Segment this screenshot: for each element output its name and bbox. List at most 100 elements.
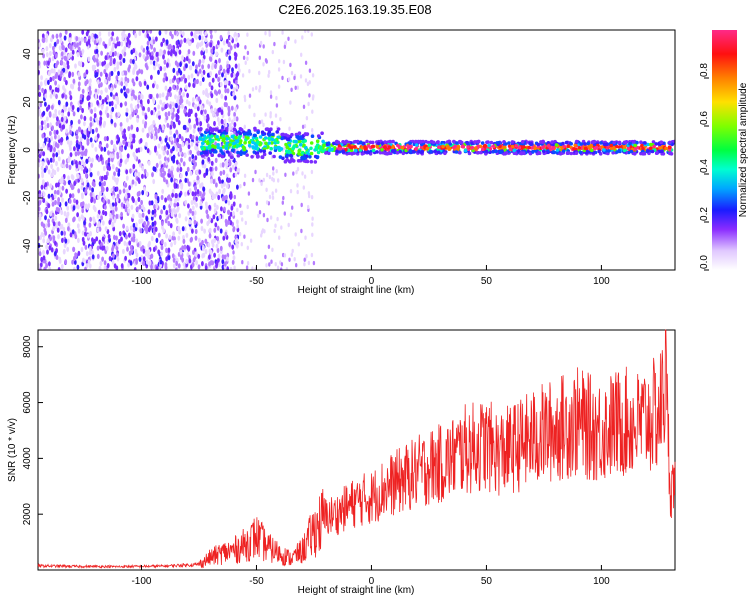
- noise-point: [143, 186, 146, 192]
- noise-point: [201, 159, 205, 165]
- noise-point: [63, 180, 67, 186]
- noise-point: [155, 162, 159, 168]
- noise-point: [161, 145, 165, 151]
- noise-point: [209, 71, 213, 77]
- noise-point: [49, 85, 52, 91]
- noise-point: [38, 42, 42, 48]
- noise-point: [217, 194, 221, 201]
- noise-point: [91, 187, 94, 193]
- noise-point: [172, 158, 176, 164]
- noise-point: [294, 232, 297, 237]
- noise-point: [77, 60, 81, 66]
- signal-point: [200, 154, 205, 158]
- noise-point: [132, 48, 136, 54]
- noise-point: [151, 128, 155, 134]
- noise-point: [60, 59, 63, 65]
- noise-point: [283, 44, 287, 49]
- noise-point: [102, 209, 105, 216]
- noise-point: [183, 65, 186, 72]
- noise-point: [249, 238, 253, 243]
- noise-point: [139, 146, 143, 152]
- noise-point: [163, 177, 166, 183]
- noise-point: [311, 216, 314, 221]
- noise-point: [132, 133, 136, 139]
- signal-point: [641, 146, 645, 151]
- signal-point: [262, 152, 267, 157]
- noise-point: [290, 252, 293, 257]
- signal-point: [217, 153, 222, 157]
- noise-point: [133, 154, 137, 160]
- noise-point: [100, 104, 104, 110]
- noise-point: [169, 124, 173, 130]
- noise-point: [192, 128, 196, 134]
- noise-point: [152, 39, 156, 45]
- noise-point: [215, 90, 219, 96]
- noise-point: [156, 195, 160, 202]
- noise-point: [187, 111, 191, 118]
- noise-point: [74, 233, 78, 240]
- noise-point: [154, 193, 158, 200]
- noise-point: [45, 46, 49, 52]
- signal-point: [349, 145, 354, 150]
- noise-point: [65, 188, 68, 194]
- signal-point: [291, 145, 296, 150]
- noise-point: [206, 123, 210, 129]
- noise-point: [234, 79, 238, 85]
- noise-point: [169, 78, 172, 84]
- noise-point: [311, 232, 314, 237]
- noise-point: [138, 30, 142, 36]
- signal-point: [327, 148, 332, 152]
- noise-point: [164, 85, 168, 91]
- noise-point: [243, 234, 246, 239]
- noise-point: [200, 218, 204, 224]
- signal-point: [370, 144, 375, 149]
- noise-point: [150, 264, 153, 270]
- noise-point: [68, 126, 72, 132]
- noise-point: [45, 223, 48, 229]
- noise-point: [116, 256, 120, 262]
- noise-point: [125, 111, 129, 117]
- noise-point: [192, 50, 196, 56]
- noise-point: [69, 95, 73, 101]
- noise-point: [160, 251, 163, 257]
- signal-point: [504, 151, 509, 155]
- noise-point: [235, 37, 238, 42]
- signal-point: [267, 133, 272, 137]
- noise-point: [118, 231, 122, 237]
- noise-point: [52, 45, 55, 51]
- signal-point: [269, 146, 274, 151]
- noise-point: [176, 167, 180, 173]
- noise-point: [38, 108, 41, 114]
- signal-point: [387, 145, 392, 149]
- noise-point: [158, 136, 162, 142]
- noise-point: [128, 40, 132, 46]
- noise-point: [106, 112, 110, 118]
- noise-point: [312, 94, 315, 99]
- noise-point: [231, 259, 235, 265]
- noise-point: [280, 225, 283, 230]
- noise-point: [171, 235, 175, 241]
- signal-point: [561, 141, 565, 146]
- noise-point: [182, 74, 186, 80]
- noise-point: [119, 122, 123, 128]
- signal-point: [466, 145, 470, 149]
- noise-point: [132, 237, 136, 243]
- noise-point: [167, 220, 171, 226]
- signal-point: [322, 143, 326, 148]
- noise-point: [287, 222, 290, 228]
- noise-point: [88, 157, 92, 163]
- signal-point: [200, 147, 205, 151]
- noise-point: [213, 208, 217, 214]
- noise-point: [96, 213, 100, 219]
- noise-point: [96, 100, 99, 106]
- signal-point: [281, 132, 286, 137]
- noise-point: [190, 31, 194, 37]
- signal-point: [363, 145, 367, 149]
- signal-point: [230, 148, 235, 153]
- noise-point: [204, 37, 208, 43]
- noise-point: [62, 62, 66, 68]
- noise-point: [216, 247, 220, 253]
- noise-point: [310, 252, 314, 258]
- signal-point: [529, 142, 534, 146]
- signal-point: [321, 149, 325, 153]
